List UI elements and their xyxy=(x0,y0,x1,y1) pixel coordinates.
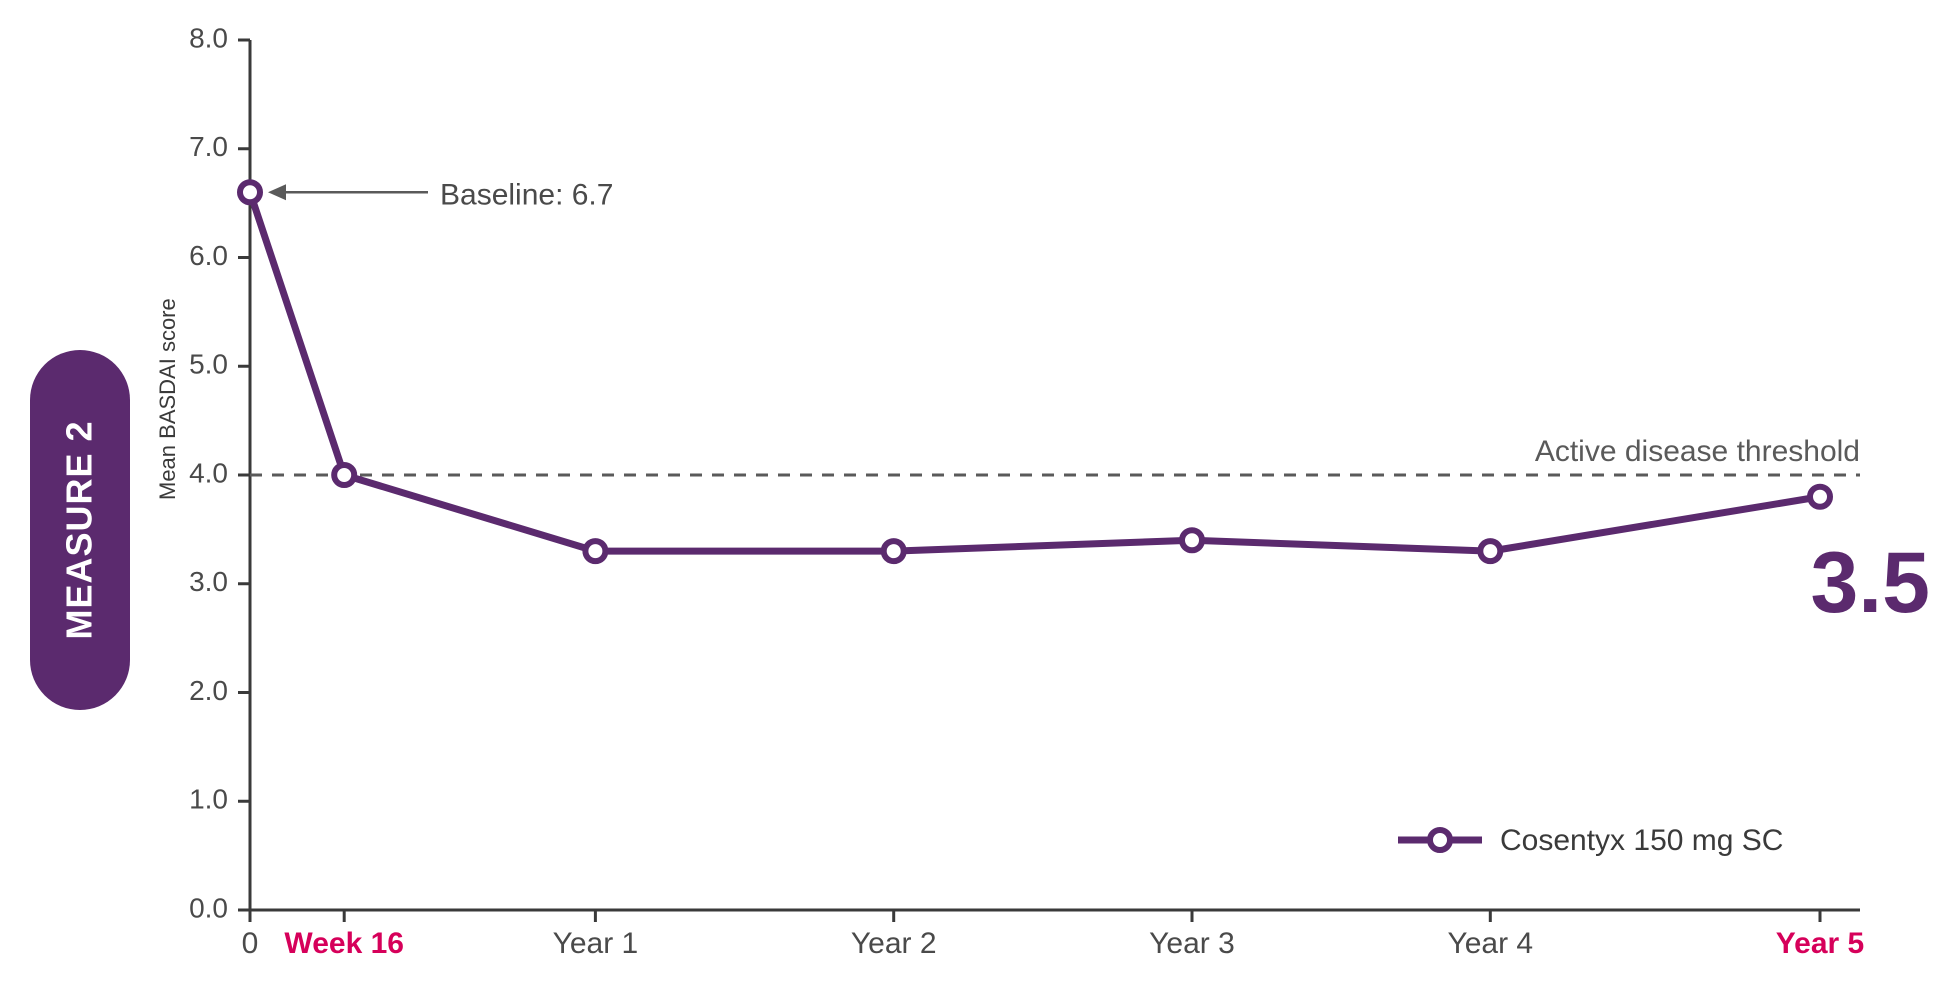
y-tick-label: 8.0 xyxy=(189,22,228,53)
series-marker xyxy=(585,541,605,561)
final-value: 3.5 xyxy=(1810,535,1930,631)
y-tick-label: 2.0 xyxy=(189,675,228,706)
series-marker xyxy=(1182,530,1202,550)
y-tick-label: 6.0 xyxy=(189,240,228,271)
y-tick-label: 7.0 xyxy=(189,131,228,162)
y-tick-label: 5.0 xyxy=(189,349,228,380)
y-tick-label: 3.0 xyxy=(189,566,228,597)
legend-marker xyxy=(1430,830,1450,850)
x-tick-label: Year 3 xyxy=(1149,927,1235,960)
x-tick-label: Week 16 xyxy=(284,927,404,960)
threshold-label: Active disease threshold xyxy=(1535,435,1860,468)
y-tick-label: 4.0 xyxy=(189,457,228,488)
legend-label: Cosentyx 150 mg SC xyxy=(1500,824,1783,857)
measure-badge: MEASURE 2 xyxy=(30,350,130,710)
x-tick-label: Year 2 xyxy=(851,927,937,960)
x-tick-label: Year 1 xyxy=(553,927,639,960)
y-axis-label: Mean BASDAI score xyxy=(155,298,181,500)
series-marker xyxy=(334,465,354,485)
series-marker xyxy=(1480,541,1500,561)
x-tick-label: Year 5 xyxy=(1776,927,1864,960)
line-chart: 0.0 1.0 2.0 3.0 4.0 5.0 6.0 7.0 8.0 0 Week 16 Year … xyxy=(180,20,1940,970)
series-marker xyxy=(884,541,904,561)
y-tick-label: 0.0 xyxy=(189,892,228,923)
series-marker xyxy=(240,182,260,202)
x-tick-label: Year 4 xyxy=(1447,927,1533,960)
baseline-annotation: Baseline: 6.7 xyxy=(440,178,613,211)
baseline-arrowhead xyxy=(268,184,286,200)
series-marker xyxy=(1810,487,1830,507)
measure-badge-label: MEASURE 2 xyxy=(59,420,101,639)
series-line xyxy=(250,192,1820,551)
chart-container: MEASURE 2 Mean BASDAI score 0.0 1.0 2.0 3.0… xyxy=(0,0,1956,991)
x-tick-label: 0 xyxy=(242,927,259,960)
y-tick-label: 1.0 xyxy=(189,784,228,815)
